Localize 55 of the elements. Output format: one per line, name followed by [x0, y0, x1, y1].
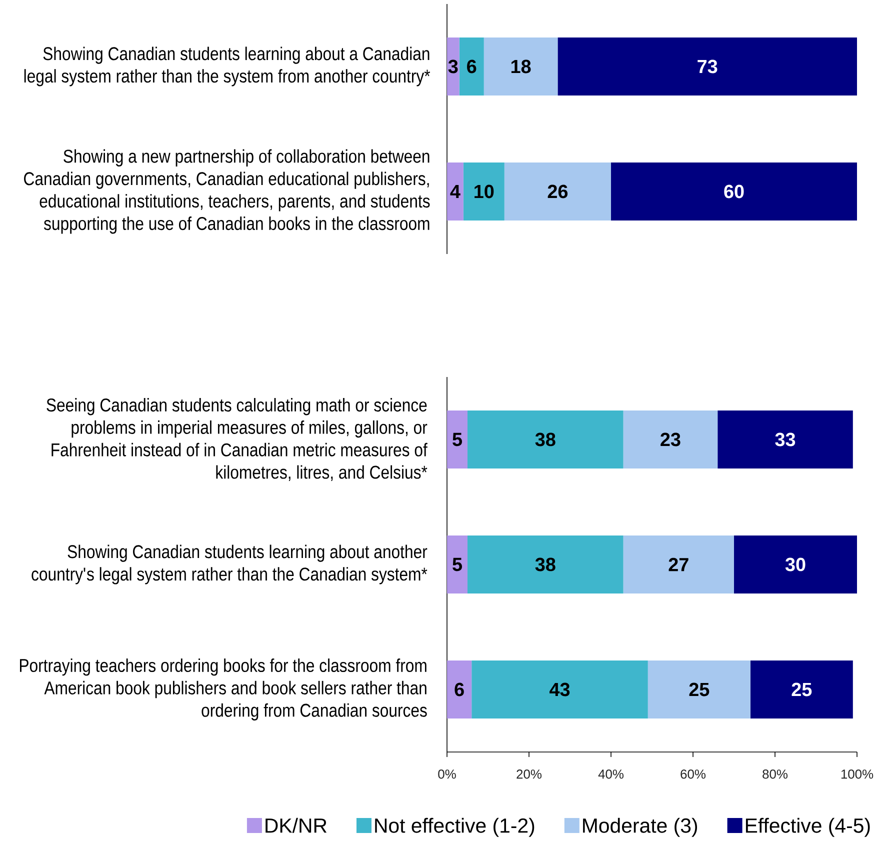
data-label: 23	[660, 432, 680, 446]
bar	[648, 660, 750, 719]
y-tick-label: Showing Canadian students learning about another country's legal system rather than the Canadian system*	[32, 544, 428, 584]
x-tick-label: 60%	[680, 770, 706, 779]
bar	[718, 410, 853, 469]
data-label: 10	[474, 184, 494, 198]
data-label: 26	[548, 184, 568, 198]
x-tick-label: 20%	[516, 770, 542, 779]
data-label: 6	[467, 60, 476, 74]
data-label: 38	[535, 558, 556, 572]
bar	[750, 660, 853, 719]
data-label: 5	[452, 558, 462, 572]
bar	[447, 660, 472, 719]
bar	[484, 37, 558, 96]
legend-label: Moderate (3)	[583, 818, 698, 837]
x-tick-label: 0%	[438, 770, 456, 779]
data-label: 33	[775, 432, 796, 446]
bar	[504, 162, 612, 220]
bar	[472, 660, 648, 719]
data-label: 3	[448, 60, 458, 74]
bar	[468, 536, 624, 594]
x-tick-label: 40%	[598, 770, 624, 779]
y-tick-label: Seeing Canadian students calculating math or science problems in imperial measures of miles, gallons, or Fahrenheit instead of in Canadian metric measures of kilometres, litres, and Celsius*	[46, 398, 428, 481]
data-label: 5	[452, 432, 462, 446]
bar	[447, 536, 468, 594]
bar	[558, 37, 858, 96]
legend-label: Not effective (1-2)	[375, 818, 534, 837]
y-tick-label: Portraying teachers ordering books for the classroom from American book publishers and book sellers rather than ordering from Canadian sources	[20, 658, 427, 721]
data-label: 73	[698, 60, 718, 74]
bar	[463, 162, 504, 220]
y-tick-label: Showing a new partnership of collaboration between Canadian governments, Canadian educational publishers, educational institutions, teachers, parents, and students supporting the use of Canadian books in the classroom	[24, 149, 430, 234]
legend-label: Effective (4-5)	[746, 818, 870, 837]
bar	[459, 37, 484, 96]
bar	[623, 410, 718, 469]
data-label: 38	[535, 432, 556, 446]
data-label: 18	[511, 60, 531, 74]
x-tick-label: 100%	[841, 770, 874, 779]
bar	[623, 536, 734, 594]
data-label: 30	[785, 558, 806, 572]
data-label: 43	[550, 682, 570, 696]
bar	[447, 162, 464, 220]
data-label: 60	[724, 184, 744, 198]
bar	[447, 410, 468, 469]
bar	[611, 162, 858, 220]
data-label: 6	[454, 682, 464, 696]
bar	[734, 536, 858, 594]
x-tick-label: 80%	[762, 770, 788, 779]
data-label: 25	[689, 682, 710, 696]
data-label: 27	[668, 558, 688, 572]
bar	[447, 37, 460, 96]
data-label: 4	[450, 184, 460, 198]
data-label: 25	[792, 682, 812, 696]
bar	[468, 410, 624, 469]
legend-label: DK/NR	[266, 818, 327, 833]
y-tick-label: Showing Canadian students learning about a Canadian legal system rather than the system from another country*	[24, 46, 430, 86]
